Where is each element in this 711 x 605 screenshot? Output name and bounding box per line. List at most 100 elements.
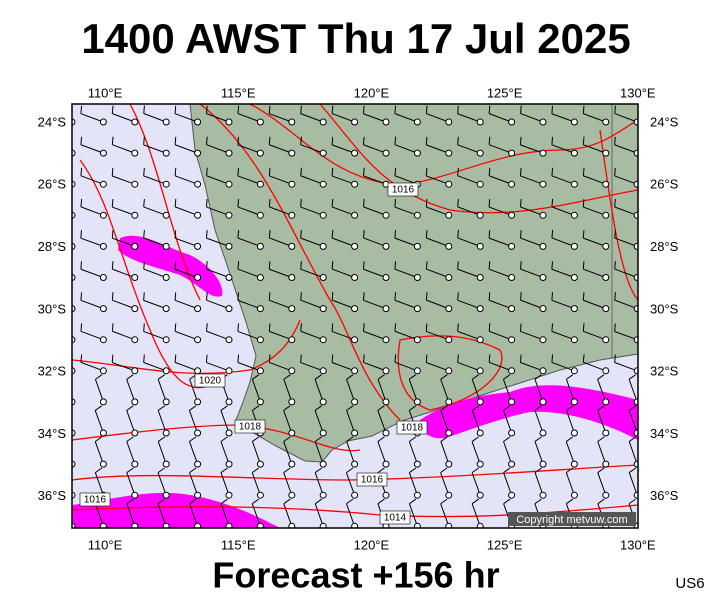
barb-staff	[331, 237, 355, 247]
barb-staff	[534, 379, 544, 403]
barb-staff	[269, 330, 292, 341]
barb-feather	[126, 436, 134, 442]
barb-feather	[50, 230, 51, 238]
barb-feather	[314, 374, 322, 380]
barb-station	[539, 491, 547, 499]
barb-station	[539, 242, 547, 250]
barb-staff	[314, 441, 324, 465]
barb-feather	[614, 292, 616, 301]
barb-staff	[471, 441, 481, 465]
barb-feather	[126, 467, 134, 473]
barb-station	[256, 149, 264, 157]
barb-feather	[582, 230, 585, 239]
barb-feather	[283, 436, 291, 442]
barb-feather	[80, 136, 83, 145]
barb-staff	[426, 206, 449, 216]
barb-feather	[363, 167, 365, 176]
barb-station	[319, 274, 327, 281]
barb-feather	[284, 530, 291, 535]
barb-feather	[409, 467, 417, 473]
barb-station	[476, 398, 484, 406]
barb-feather	[488, 105, 491, 114]
barb-station	[319, 367, 327, 375]
barb-station	[256, 398, 264, 406]
barb-staff	[174, 237, 198, 247]
barb-feather	[457, 198, 459, 207]
lon-label: 120°E	[354, 85, 390, 100]
barb-feather	[314, 498, 323, 505]
barb-staff	[628, 410, 638, 434]
barb-station	[570, 491, 578, 499]
barb-feather	[111, 199, 114, 208]
barb-station	[194, 491, 202, 499]
barb-feather	[440, 436, 448, 442]
barb-staff	[174, 268, 198, 278]
barb-feather	[220, 405, 228, 411]
barb-station	[508, 491, 516, 499]
barb-feather	[551, 292, 554, 301]
isobar-label-box	[379, 510, 411, 525]
barb-staff	[72, 339, 73, 340]
barb-staff	[206, 206, 230, 216]
barb-staff	[363, 237, 387, 247]
barb-staff	[206, 175, 230, 185]
barb-station	[476, 274, 484, 281]
barb-staff	[394, 299, 418, 310]
barb-station	[570, 367, 578, 375]
barb-station	[194, 211, 202, 219]
barb-staff	[64, 535, 72, 558]
barb-staff	[583, 330, 606, 341]
lat-label: 32°S	[650, 364, 679, 379]
barb-staff	[346, 410, 356, 434]
barb-feather	[300, 167, 302, 176]
barb-staff	[112, 330, 135, 341]
barb-station	[508, 429, 516, 437]
barb-station	[382, 336, 390, 344]
barb-feather	[440, 467, 448, 474]
barb-station	[225, 522, 233, 528]
barb-station	[476, 242, 484, 250]
barb-feather	[598, 530, 605, 535]
lat-label: 34°S	[650, 426, 679, 441]
barb-staff	[189, 379, 199, 403]
barb-staff	[80, 206, 104, 216]
barb-staff	[283, 441, 293, 465]
barb-staff	[488, 330, 512, 341]
barb-staff	[408, 472, 418, 496]
barb-feather	[189, 467, 197, 474]
barb-staff	[300, 237, 324, 247]
barb-station	[570, 429, 578, 437]
barb-staff	[331, 330, 355, 341]
barb-station	[633, 180, 638, 188]
barb-feather	[551, 229, 554, 238]
barb-staff	[408, 441, 418, 465]
barb-staff	[269, 113, 292, 123]
barb-staff	[126, 441, 136, 465]
barb-station	[288, 398, 296, 406]
barb-station	[99, 460, 107, 468]
barb-staff	[583, 206, 606, 216]
barb-staff	[72, 524, 73, 527]
barb-station	[288, 274, 296, 281]
barb-staff	[331, 144, 355, 154]
lon-label: 130°E	[620, 537, 656, 552]
barb-station	[194, 242, 202, 250]
barb-staff	[80, 361, 104, 372]
barb-station	[132, 554, 138, 560]
barb-station	[413, 242, 421, 250]
barb-feather	[268, 292, 271, 301]
barb-staff	[300, 299, 324, 310]
barb-staff	[80, 113, 104, 123]
barb-staff	[394, 237, 418, 247]
barb-staff	[614, 175, 638, 185]
barb-station	[99, 118, 107, 126]
barb-staff	[157, 441, 167, 465]
barb-staff	[72, 462, 73, 465]
barb-station	[633, 460, 638, 468]
barb-station	[288, 367, 296, 375]
barb-station	[570, 118, 578, 126]
barb-station	[288, 242, 296, 250]
barb-station	[476, 429, 484, 437]
barb-staff	[565, 441, 575, 465]
barb-staff	[551, 237, 575, 247]
